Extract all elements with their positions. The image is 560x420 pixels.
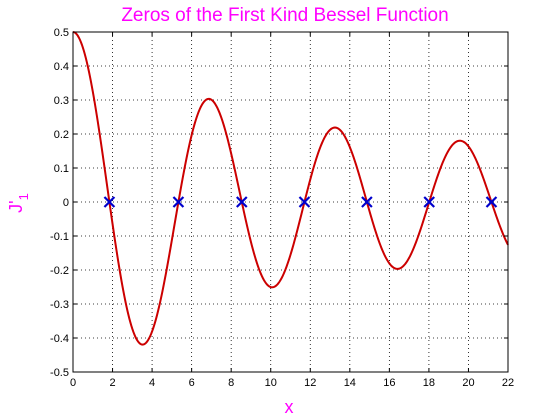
zero-marker-stroke [236,196,248,208]
zero-marker-stroke [103,196,116,208]
zero-marker-2 [172,196,185,208]
x-tick-label-2: 4 [149,377,155,389]
series-line-bessel-derivative [72,31,509,346]
y-tick-label-8: 0.3 [54,95,69,107]
y-tick-label-7: 0.2 [54,129,69,141]
x-tick-label-10: 20 [462,377,474,389]
svg-text:J'1: J'1 [6,193,31,213]
x-tick-label-3: 6 [189,377,195,389]
chart-title: Zeros of the First Kind Bessel Function [121,5,448,26]
x-tick-label-7: 14 [344,377,356,389]
zero-marker-6 [423,196,435,208]
y-tick-label-5: 0 [63,197,69,209]
x-tick-label-0: 0 [70,377,76,389]
x-axis-label: x [285,397,294,417]
y-tick-label-3: -0.2 [50,265,69,277]
y-tick-label-4: -0.1 [50,231,69,243]
zero-marker-stroke [172,196,185,208]
plot-area: 0 2 4 6 8 10 12 14 16 18 20 22 -0.5 -0.4 -0.3 -0.2 -0.1 0… [50,27,514,389]
x-tick-label-5: 10 [265,377,277,389]
x-tick-label-8: 16 [383,377,395,389]
x-tick-label-11: 22 [502,377,514,389]
y-tick-label-9: 0.4 [54,61,69,73]
y-tick-label-0: -0.5 [50,367,69,379]
zero-marker-stroke [423,196,435,208]
y-tick-label-6: 0.1 [54,163,69,175]
zero-marker-3 [236,196,248,208]
y-axis-label-subscript: 1 [16,193,31,200]
zero-marker-1 [103,196,116,208]
zero-marker-stroke [298,196,311,208]
x-tick-label-9: 18 [423,377,435,389]
zero-marker-7 [485,196,498,208]
x-tick-label-4: 8 [228,377,234,389]
zero-marker-stroke [361,196,373,208]
y-tick-label-10: 0.5 [54,27,69,39]
x-tick-label-6: 12 [304,377,316,389]
y-tick-label-2: -0.3 [50,299,69,311]
y-axis-label-main: J' [6,200,26,212]
y-axis-label: J'1 [6,193,31,213]
zero-marker-stroke [485,196,498,208]
plot-box-fill [73,32,508,372]
y-tick-label-1: -0.4 [50,333,69,345]
zero-marker-4 [298,196,311,208]
zero-marker-5 [361,196,373,208]
x-tick-label-1: 2 [109,377,115,389]
